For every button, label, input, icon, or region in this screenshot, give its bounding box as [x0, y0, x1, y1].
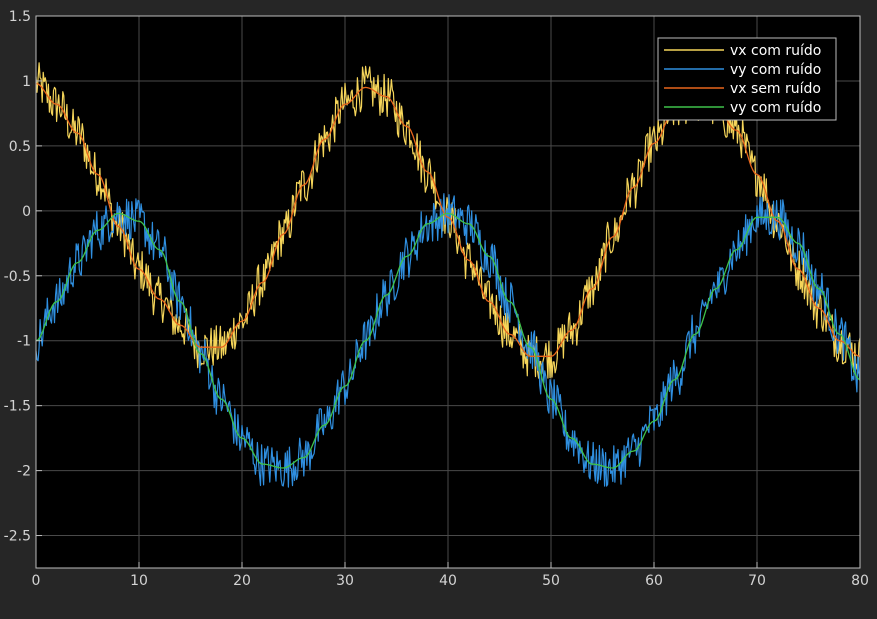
y-tick-label: 0.5	[9, 139, 31, 155]
y-tick-label: -2.5	[4, 529, 31, 545]
legend-label: vx com ruído	[730, 43, 821, 59]
x-tick-label: 50	[542, 573, 560, 589]
y-tick-label: -1	[17, 334, 31, 350]
legend: vx com ruído vy com ruído vx sem ruído vy c…	[657, 37, 837, 121]
y-tick-label: 1	[22, 74, 31, 90]
legend-label: vy com ruído	[730, 62, 821, 78]
x-tick-label: 20	[233, 573, 251, 589]
y-tick-label: -0.5	[4, 269, 31, 285]
x-tick-label: 0	[32, 573, 41, 589]
legend-label: vx sem ruído	[730, 81, 821, 97]
x-tick-label: 30	[336, 573, 354, 589]
x-tick-label: 10	[130, 573, 148, 589]
x-tick-label: 70	[748, 573, 766, 589]
x-axis: 0 10 20 30 40 50 60 70 80	[32, 562, 869, 589]
y-tick-label: -1.5	[4, 399, 31, 415]
x-tick-label: 80	[851, 573, 869, 589]
x-tick-label: 40	[439, 573, 457, 589]
y-tick-label: -2	[17, 464, 31, 480]
legend-label: vy com ruído	[730, 100, 821, 116]
series-line	[35, 212, 861, 469]
y-axis: 1.5 1 0.5 0 -0.5 -1 -1.5 -2 -2.5	[4, 9, 42, 545]
y-tick-label: 0	[22, 204, 31, 220]
y-tick-label: 1.5	[9, 9, 31, 25]
x-tick-label: 60	[645, 573, 663, 589]
